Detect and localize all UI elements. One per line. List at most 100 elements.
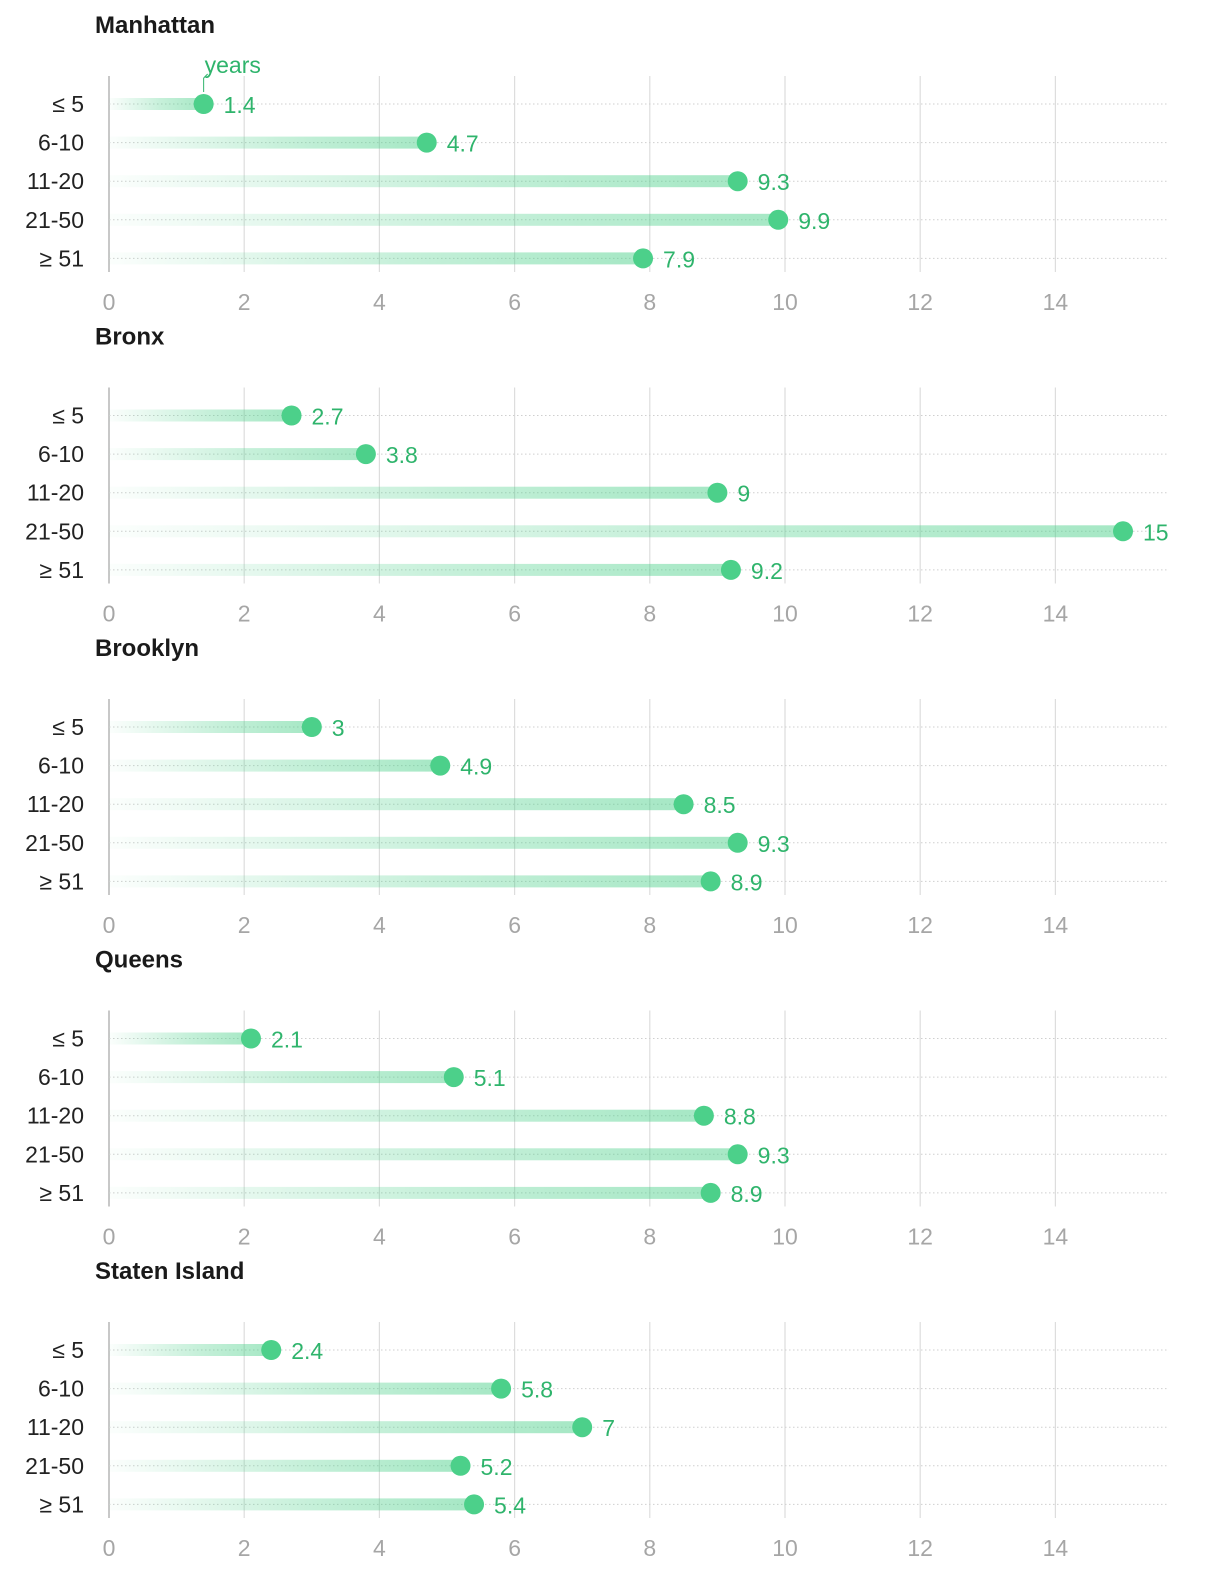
lollipop-dot — [261, 1340, 282, 1360]
category-label: ≥ 51 — [39, 868, 84, 894]
panel-title: Bronx — [95, 324, 165, 351]
category-label: ≥ 51 — [39, 245, 84, 271]
x-tick-label: 8 — [643, 1535, 656, 1561]
lollipop-row: 6-10 3.8 — [38, 441, 1168, 468]
value-label: 8.9 — [731, 1181, 763, 1207]
category-label: 11-20 — [27, 791, 84, 817]
category-label: 21-50 — [25, 518, 84, 544]
value-label: 7.9 — [663, 246, 695, 272]
lollipop-stem — [109, 1071, 454, 1084]
lollipop-dot — [707, 482, 728, 503]
lollipop-row: 11-20 7 — [27, 1414, 1168, 1441]
value-label: 5.8 — [521, 1377, 553, 1403]
lollipop-row: 6-10 4.9 — [38, 753, 1168, 780]
lollipop-stem — [109, 136, 427, 149]
value-label: 9.2 — [751, 558, 783, 584]
x-tick-label: 2 — [238, 601, 251, 627]
lollipop-dot — [693, 1105, 714, 1126]
value-label: 2.7 — [312, 404, 344, 430]
x-tick-label: 2 — [238, 289, 251, 315]
category-label: ≤ 5 — [52, 1337, 84, 1363]
lollipop-dot — [673, 794, 694, 815]
x-tick-label: 8 — [643, 289, 656, 315]
lollipop-dot — [416, 132, 437, 153]
lollipop-stem — [109, 1148, 738, 1161]
lollipop-dot — [727, 832, 748, 853]
x-tick-label: 6 — [508, 1535, 521, 1561]
x-tick-label: 4 — [373, 601, 386, 627]
category-label: 21-50 — [25, 830, 84, 856]
lollipop-dot — [727, 1144, 748, 1165]
value-label: 2.4 — [291, 1338, 323, 1364]
x-tick-label: 4 — [373, 289, 386, 315]
x-tick-label: 10 — [772, 1224, 798, 1250]
value-label: 8.8 — [724, 1104, 756, 1130]
lollipop-row: 11-20 8.5 — [27, 791, 1168, 818]
x-tick-label: 12 — [907, 1224, 933, 1250]
x-tick-label: 12 — [907, 1535, 933, 1561]
lollipop-row: 21-50 9.3 — [25, 1141, 1168, 1168]
lollipop-stem — [109, 1421, 583, 1434]
value-label: 9.9 — [798, 208, 830, 234]
lollipop-stem — [109, 448, 366, 461]
x-tick-label: 0 — [103, 1224, 116, 1250]
lollipop-row: ≥ 51 8.9 — [39, 868, 1168, 895]
lollipop-dot — [240, 1028, 261, 1049]
lollipop-row: 6-10 5.1 — [38, 1064, 1168, 1091]
lollipop-dot — [193, 94, 214, 114]
lollipop-row: ≤ 5 2.4 — [52, 1337, 1168, 1364]
category-label: 11-20 — [27, 1414, 84, 1440]
lollipop-stem — [109, 1344, 272, 1356]
value-label: 2.1 — [271, 1027, 303, 1053]
value-label: 7 — [602, 1415, 615, 1441]
category-label: 21-50 — [25, 1141, 84, 1167]
lollipop-row: 11-20 8.8 — [27, 1103, 1168, 1130]
panel-title: Manhattan — [95, 12, 215, 39]
lollipop-dot — [491, 1378, 512, 1399]
category-label: 11-20 — [27, 1103, 84, 1129]
lollipop-dot — [720, 559, 741, 580]
value-label: 4.7 — [447, 131, 479, 157]
x-tick-label: 14 — [1043, 1224, 1069, 1250]
x-tick-label: 8 — [643, 601, 656, 627]
category-label: 6-10 — [38, 130, 84, 156]
x-tick-label: 10 — [772, 912, 798, 938]
x-tick-label: 14 — [1043, 601, 1069, 627]
x-tick-label: 0 — [103, 289, 116, 315]
lollipop-row: 21-50 5.2 — [25, 1453, 1168, 1480]
x-tick-label: 10 — [772, 289, 798, 315]
category-label: 6-10 — [38, 441, 84, 467]
value-label: 1.4 — [224, 92, 256, 118]
x-tick-label: 14 — [1043, 1535, 1069, 1561]
lollipop-stem — [109, 486, 718, 499]
lollipop-row: 6-10 4.7 — [38, 130, 1168, 157]
lollipop-dot — [355, 444, 376, 465]
lollipop-stem — [109, 525, 1123, 538]
lollipop-stem — [109, 409, 292, 422]
value-label: 8.9 — [731, 869, 763, 895]
x-tick-label: 6 — [508, 1224, 521, 1250]
lollipop-row: 21-50 9.9 — [25, 207, 1168, 234]
category-label: 11-20 — [27, 480, 84, 506]
lollipop-stem — [109, 721, 312, 733]
lollipop-row: 21-50 9.3 — [25, 830, 1168, 857]
category-label: 21-50 — [25, 1453, 84, 1479]
value-label: 4.9 — [460, 754, 492, 780]
lollipop-row: ≤ 5 3 — [52, 714, 1168, 741]
x-tick-label: 4 — [373, 1224, 386, 1250]
x-tick-label: 0 — [103, 912, 116, 938]
lollipop-row: ≤ 5 2.1 — [52, 1026, 1168, 1053]
panel-manhattan: Manhattan ≤ 5 1.4 years 6-10 4.7 11-20 9.3 21-50… — [25, 12, 1168, 315]
lollipop-row: ≤ 5 1.4 years — [52, 52, 1168, 118]
category-label: 6-10 — [38, 1064, 84, 1090]
x-tick-label: 6 — [508, 601, 521, 627]
lollipop-stem — [109, 213, 779, 226]
x-tick-label: 8 — [643, 1224, 656, 1250]
value-label: 5.1 — [474, 1065, 506, 1091]
panel-title: Staten Island — [95, 1258, 244, 1285]
unit-leader-tick — [203, 73, 208, 79]
value-label: 9.3 — [758, 169, 790, 195]
category-label: ≤ 5 — [52, 91, 84, 117]
lollipop-stem — [109, 1498, 475, 1511]
lollipop-dot — [430, 755, 451, 776]
